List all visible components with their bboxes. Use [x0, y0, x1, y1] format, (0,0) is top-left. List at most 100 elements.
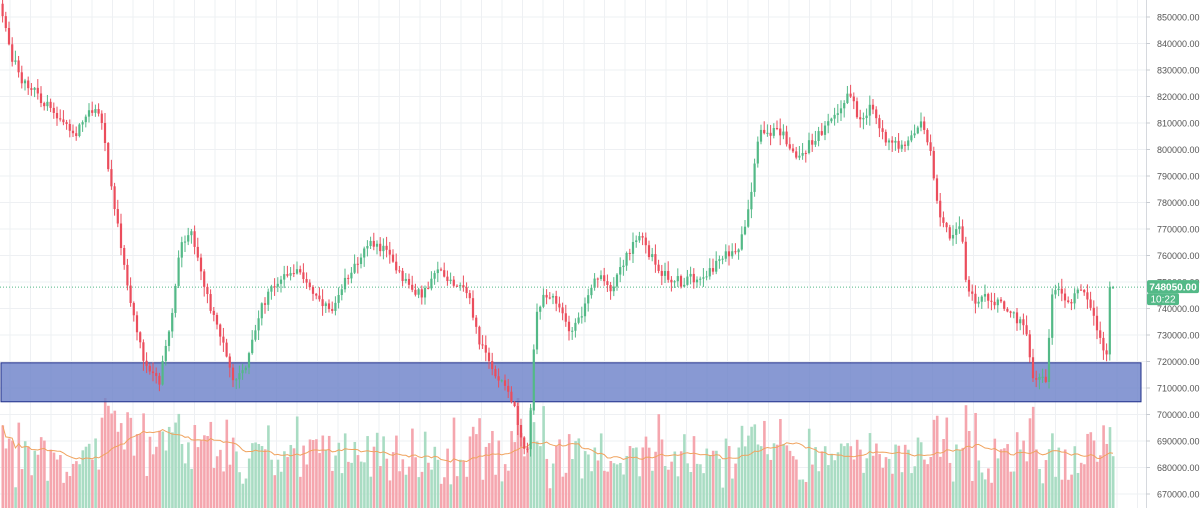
candle-body-up: [958, 226, 961, 230]
volume-bar-down: [785, 445, 789, 508]
volume-bar-down: [411, 428, 414, 508]
volume-bar-down: [1022, 440, 1025, 508]
volume-bar-down: [225, 419, 229, 508]
candle-body-down: [385, 245, 388, 250]
support-zone-rectangle[interactable]: [0, 362, 1142, 403]
volume-bar-down: [871, 455, 875, 508]
candle-body-down: [763, 129, 766, 134]
volume-bar-down: [7, 438, 11, 508]
volume-bar-up: [244, 478, 248, 508]
volume-bar-up: [324, 449, 328, 508]
volume-bar-up: [404, 474, 408, 508]
candle-body-down: [305, 279, 308, 283]
candle-body-down: [609, 284, 612, 292]
volume-bar-down: [692, 436, 696, 508]
candle-body-down: [484, 345, 487, 353]
volume-bar-up: [980, 472, 984, 508]
volume-bar-down: [20, 469, 24, 508]
candle-body-up: [721, 258, 724, 260]
volume-bar-down: [155, 446, 158, 508]
volume-bar-up: [369, 476, 373, 508]
candle-body-up: [1057, 288, 1060, 291]
volume-bar-up: [353, 441, 357, 508]
volume-bar-down: [855, 439, 859, 508]
candle-body-down: [1003, 301, 1006, 309]
candle-body-down: [1025, 325, 1028, 335]
candle-body-down: [660, 270, 663, 276]
volume-bar-down: [891, 473, 894, 508]
volume-bar-up: [622, 474, 625, 508]
candle-body-down: [11, 44, 14, 62]
candle-body-down: [391, 254, 395, 262]
volume-bar-up: [983, 479, 987, 508]
candle-body-down: [379, 243, 382, 252]
candle-body-down: [769, 132, 772, 136]
candle-body-up: [235, 379, 238, 381]
volume-bar-down: [116, 431, 120, 508]
volume-bar-up: [894, 444, 897, 508]
volume-bar-down: [30, 475, 33, 508]
candle-body-up: [955, 229, 958, 235]
volume-bar-up: [500, 481, 504, 508]
volume-bar-up: [46, 480, 49, 508]
candle-body-down: [779, 128, 782, 136]
volume-bar-down: [564, 472, 568, 508]
candle-body-up: [260, 303, 263, 319]
candle-body-up: [865, 115, 868, 119]
volume-bar-up: [78, 464, 81, 508]
candle-body-up: [459, 285, 462, 287]
candle-body-up: [868, 104, 871, 116]
volume-bar-down: [561, 476, 565, 508]
volume-bar-up: [382, 436, 385, 508]
candle-body-down: [644, 237, 647, 246]
candle-body-down: [1083, 290, 1086, 293]
candle-body-down: [52, 107, 55, 113]
volume-bar-down: [932, 419, 936, 508]
volume-bar-down: [993, 438, 997, 508]
candle-body-up: [1111, 287, 1115, 289]
volume-bar-down: [142, 413, 145, 508]
candle-body-down: [999, 299, 1003, 302]
candle-body-down: [123, 248, 126, 265]
volume-bar-down: [414, 457, 417, 508]
candle-body-down: [427, 287, 430, 289]
candle-body-down: [603, 275, 606, 282]
volume-bar-down: [548, 488, 552, 508]
candle-body-up: [267, 291, 270, 305]
candle-body-down: [1063, 293, 1067, 301]
candle-body-up: [1076, 289, 1079, 294]
candle-body-down: [7, 27, 11, 45]
volume-bar-up: [996, 458, 1000, 508]
candle-body-up: [708, 268, 711, 277]
candle-body-down: [961, 226, 964, 242]
candle-body-down: [331, 309, 334, 311]
volume-bar-down: [372, 446, 376, 508]
volume-bar-down: [1025, 461, 1029, 508]
volume-bar-down: [660, 439, 664, 508]
volume-bar-down: [1099, 455, 1102, 508]
volume-bar-down: [455, 476, 459, 508]
candle-body-up: [894, 140, 897, 143]
tick-label: 850000.00: [1157, 13, 1200, 23]
candle-body-down: [209, 294, 212, 311]
volume-bar-down: [775, 444, 779, 508]
candle-body-up: [1041, 376, 1044, 378]
volume-bar-down: [1070, 474, 1073, 508]
volume-bar-down: [465, 476, 469, 508]
candle-body-up: [699, 278, 702, 280]
candle-body-down: [929, 142, 932, 152]
candle-body-up: [180, 242, 183, 258]
volume-bar-up: [823, 446, 827, 508]
candle-body-up: [702, 277, 705, 279]
volume-bar-down: [71, 463, 75, 508]
candle-body-down: [388, 249, 391, 255]
volume-bar-down: [929, 457, 933, 508]
volume-bar-down: [503, 464, 507, 508]
volume-bar-up: [247, 458, 251, 508]
volume-bar-up: [830, 453, 833, 508]
tick-label: 810000.00: [1157, 119, 1200, 129]
candle-body-down: [347, 277, 350, 279]
volume-bar-down: [119, 423, 123, 508]
